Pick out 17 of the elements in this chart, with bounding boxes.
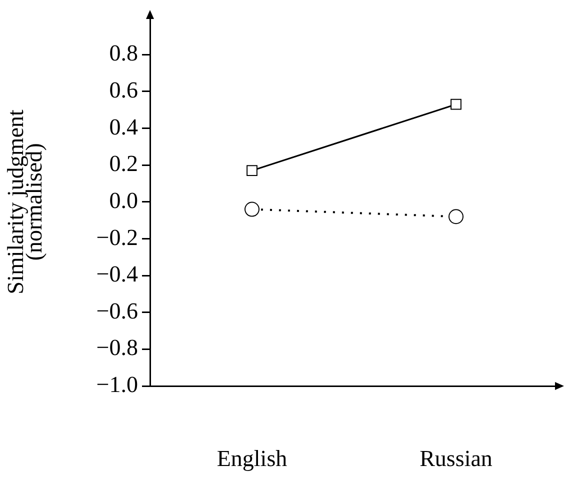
y-tick-label: −0.4 [96, 262, 138, 287]
x-tick-label: English [216, 446, 288, 471]
y-tick-label: −1.0 [96, 372, 138, 398]
y-axis-title: Similarity judgment (normalised) [3, 108, 47, 294]
x-tick-label: Russian [420, 446, 493, 471]
point [448, 209, 464, 224]
y-tick-label: 0.0 [109, 188, 138, 213]
point [450, 98, 462, 110]
point [246, 165, 258, 176]
y-tick-label: 0.8 [109, 40, 138, 66]
y-tick-label: 0.4 [109, 114, 138, 140]
y-tick-label: −0.8 [96, 335, 138, 360]
y-tick-label: 0.6 [109, 77, 138, 102]
y-tick-label: −0.2 [96, 224, 138, 250]
y-tick-label: −0.6 [96, 298, 138, 324]
point [244, 202, 260, 217]
y-tick-label: 0.2 [109, 151, 138, 176]
